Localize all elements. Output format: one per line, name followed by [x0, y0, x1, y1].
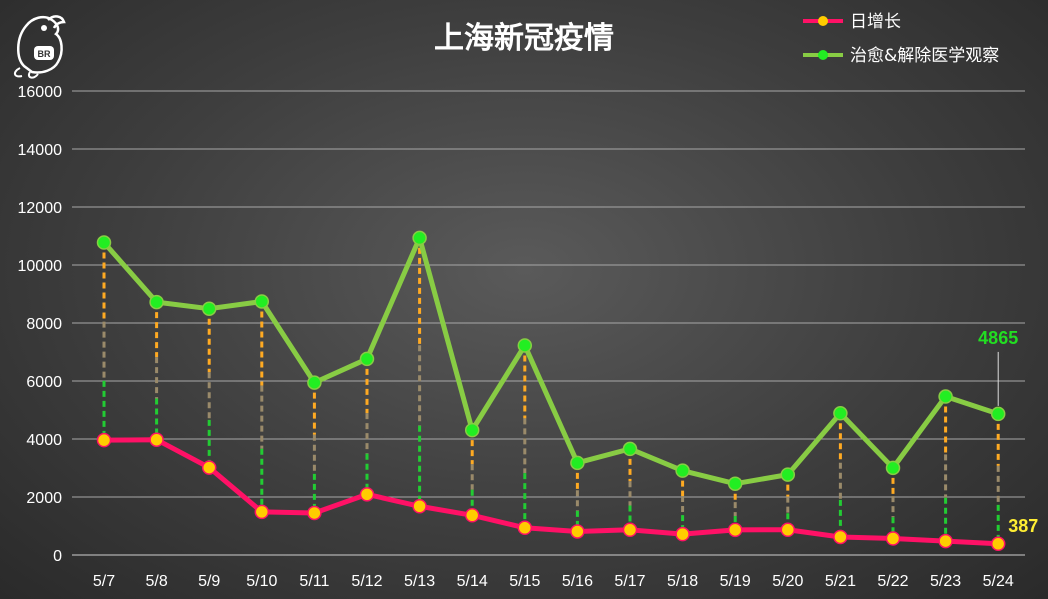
x-tick-label: 5/24 — [983, 573, 1014, 590]
marker-recovered — [359, 351, 375, 367]
marker-recovered — [307, 375, 322, 390]
x-tick-label: 5/12 — [351, 573, 382, 590]
x-tick-label: 5/11 — [299, 573, 329, 590]
marker-daily — [675, 526, 690, 542]
y-axis: 0 2000 4000 6000 8000 10000 12000 14000 16000 — [18, 84, 63, 565]
marker-daily — [307, 505, 322, 521]
x-tick-label: 5/13 — [404, 573, 435, 590]
marker-recovered — [96, 235, 112, 250]
marker-recovered — [727, 476, 743, 491]
drop-lines — [102, 237, 1000, 544]
marker-recovered — [833, 406, 848, 421]
gridlines — [72, 90, 1025, 556]
marker-daily — [359, 487, 375, 502]
y-tick-label: 0 — [53, 548, 62, 565]
x-tick-label: 5/15 — [509, 573, 540, 590]
y-tick-label: 10000 — [18, 258, 63, 275]
legend-item-daily: 日增长 — [803, 12, 901, 32]
marker-daily — [96, 432, 112, 448]
marker-recovered — [254, 294, 270, 309]
x-tick-label: 5/18 — [667, 573, 698, 590]
marker-recovered — [149, 294, 164, 310]
marker-recovered — [412, 230, 427, 246]
marker-recovered — [780, 467, 796, 482]
marker-recovered — [990, 406, 1006, 422]
x-axis: 5/7 5/8 5/9 5/10 5/11 5/12 5/13 5/14 5/15 5/16 5/1… — [93, 573, 1014, 590]
marker-recovered — [675, 463, 690, 478]
y-tick-label: 6000 — [26, 374, 62, 391]
marker-daily — [464, 508, 480, 523]
legend-item-recovered: 治愈&解除医学观察 — [803, 46, 999, 66]
y-tick-label: 12000 — [18, 200, 63, 217]
marker-daily — [254, 504, 270, 520]
svg-text:BR: BR — [38, 49, 51, 59]
x-tick-label: 5/16 — [562, 573, 593, 590]
series-lines — [101, 235, 1001, 547]
x-tick-label: 5/21 — [825, 573, 856, 590]
marker-daily — [780, 522, 796, 538]
y-tick-label: 14000 — [18, 142, 63, 159]
marker-daily — [622, 522, 638, 538]
marker-daily — [990, 536, 1006, 552]
chart-title: 上海新冠疫情 — [434, 21, 614, 56]
x-tick-label: 5/14 — [457, 573, 488, 590]
legend: 日增长 治愈&解除医学观察 — [803, 12, 999, 66]
y-tick-label: 4000 — [26, 432, 62, 449]
callout-green-last: 4865 — [978, 328, 1018, 348]
parrot-logo-icon: BR — [14, 15, 66, 79]
marker-recovered — [938, 389, 953, 404]
marker-daily — [938, 533, 953, 549]
series-markers — [96, 230, 1006, 552]
marker-daily — [885, 531, 901, 546]
callout-red-last: 387 — [1008, 516, 1038, 536]
legend-label-recovered: 治愈&解除医学观察 — [850, 46, 999, 66]
y-tick-label: 8000 — [26, 316, 62, 333]
x-tick-label: 5/7 — [93, 573, 115, 590]
marker-daily — [201, 460, 217, 475]
marker-daily — [517, 520, 533, 536]
x-tick-label: 5/17 — [614, 573, 645, 590]
marker-daily — [412, 499, 427, 514]
marker-daily — [727, 522, 743, 538]
marker-recovered — [464, 422, 480, 438]
marker-daily — [833, 529, 848, 545]
x-tick-label: 5/9 — [198, 573, 220, 590]
marker-recovered — [517, 338, 533, 353]
x-tick-label: 5/8 — [145, 573, 167, 590]
y-tick-label: 16000 — [18, 84, 63, 101]
marker-recovered — [885, 460, 901, 476]
marker-daily — [570, 524, 585, 539]
series-line-daily — [101, 437, 1001, 547]
series-line-recovered — [101, 235, 1001, 487]
y-tick-label: 2000 — [26, 490, 62, 507]
marker-recovered — [201, 301, 217, 316]
x-tick-label: 5/23 — [930, 573, 961, 590]
x-tick-label: 5/20 — [772, 573, 803, 590]
x-tick-label: 5/19 — [720, 573, 751, 590]
marker-recovered — [622, 441, 638, 457]
x-tick-label: 5/22 — [877, 573, 908, 590]
legend-label-daily: 日增长 — [850, 12, 901, 32]
marker-recovered — [570, 455, 585, 471]
marker-daily — [149, 432, 164, 447]
x-tick-label: 5/10 — [246, 573, 277, 590]
